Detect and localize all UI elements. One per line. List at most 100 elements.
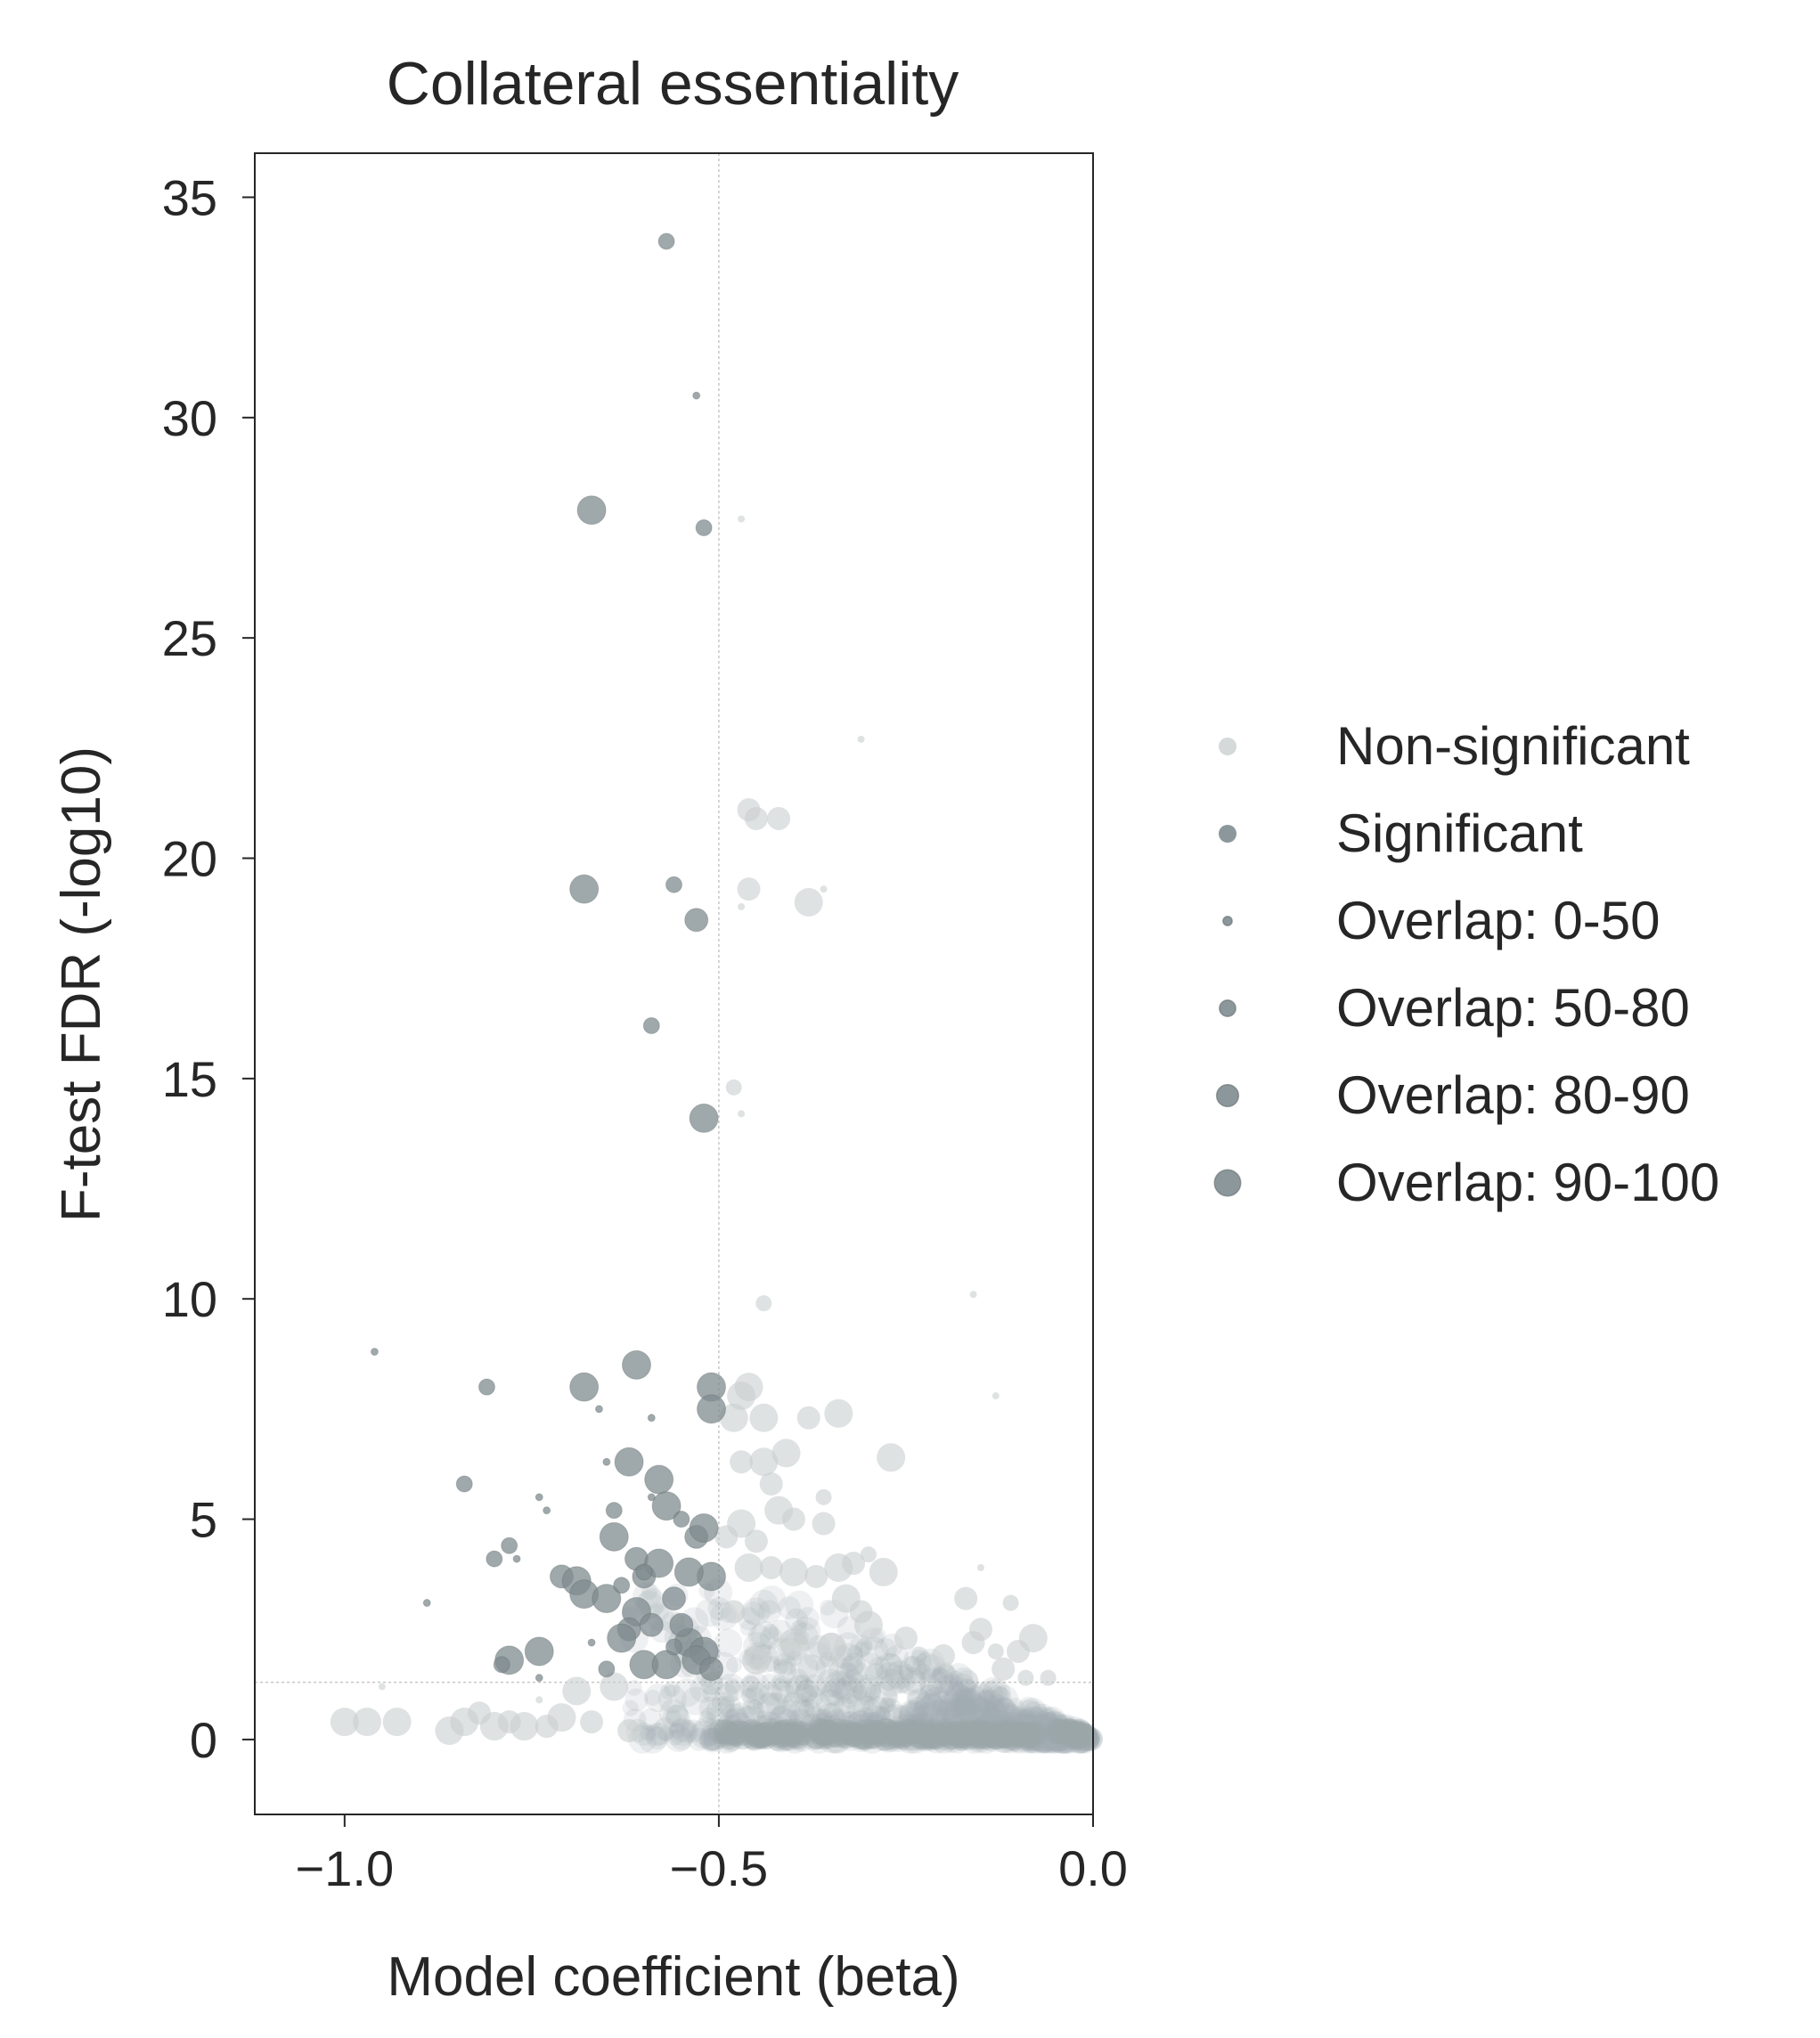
background-point — [950, 1667, 979, 1697]
background-point — [1041, 1721, 1071, 1750]
background-point — [1038, 1724, 1067, 1754]
background-point — [1069, 1725, 1086, 1742]
background-point — [1002, 1716, 1019, 1733]
background-point — [1030, 1724, 1047, 1741]
background-point — [950, 1694, 974, 1718]
background-point — [932, 1667, 949, 1683]
background-point — [847, 1692, 871, 1716]
background-point — [999, 1722, 1028, 1751]
data-point — [816, 1633, 845, 1662]
background-point — [875, 1662, 904, 1692]
background-point — [1044, 1727, 1068, 1751]
background-point — [1046, 1719, 1072, 1745]
background-point — [781, 1722, 807, 1748]
background-point — [848, 1718, 872, 1742]
data-point — [657, 232, 675, 250]
data-point — [894, 1626, 918, 1651]
background-point — [949, 1727, 973, 1751]
background-point — [1041, 1712, 1070, 1741]
background-point — [847, 1724, 873, 1750]
background-point — [902, 1727, 926, 1751]
background-point — [1065, 1723, 1091, 1749]
background-point — [952, 1720, 978, 1746]
background-point — [955, 1721, 984, 1750]
background-point — [910, 1719, 936, 1745]
background-point — [980, 1721, 1009, 1750]
background-point — [858, 1727, 875, 1744]
background-point — [854, 1652, 884, 1682]
background-point — [877, 1667, 906, 1697]
background-point — [815, 1725, 832, 1742]
background-point — [845, 1690, 875, 1719]
background-point — [771, 1722, 797, 1748]
background-point — [899, 1727, 923, 1751]
x-tick-label: −1.0 — [296, 1840, 395, 1896]
background-point — [952, 1697, 969, 1714]
background-point — [811, 1716, 840, 1745]
background-point — [945, 1730, 962, 1747]
background-point — [967, 1731, 984, 1748]
background-point — [966, 1694, 990, 1718]
background-point — [970, 1719, 1000, 1749]
background-point — [1065, 1724, 1095, 1754]
background-point — [741, 1721, 767, 1747]
background-point — [948, 1673, 977, 1702]
background-point — [1068, 1722, 1094, 1748]
background-point — [1018, 1714, 1042, 1738]
background-point — [943, 1705, 960, 1722]
background-point — [1045, 1724, 1074, 1754]
background-point — [925, 1708, 949, 1732]
background-point — [1069, 1731, 1086, 1748]
background-point — [918, 1684, 942, 1708]
background-point — [953, 1727, 970, 1744]
background-point — [966, 1730, 983, 1747]
background-point — [753, 1731, 770, 1748]
background-point — [740, 1687, 757, 1704]
background-point — [992, 1724, 1008, 1741]
background-point — [720, 1727, 737, 1744]
background-point — [959, 1723, 984, 1749]
background-point — [1037, 1724, 1066, 1753]
background-point — [886, 1722, 911, 1748]
background-point — [1079, 1731, 1096, 1748]
background-point — [862, 1704, 886, 1728]
background-point — [664, 1724, 693, 1753]
background-point — [897, 1718, 923, 1744]
data-point — [378, 1683, 386, 1691]
background-point — [785, 1678, 802, 1695]
background-point — [943, 1731, 959, 1748]
background-point — [800, 1684, 824, 1708]
background-point — [798, 1700, 815, 1717]
background-point — [729, 1720, 755, 1746]
background-point — [996, 1720, 1025, 1749]
background-point — [1000, 1718, 1030, 1748]
background-point — [1042, 1717, 1072, 1747]
background-point — [695, 1598, 724, 1627]
background-point — [1012, 1717, 1041, 1747]
background-point — [846, 1715, 876, 1744]
background-point — [889, 1724, 915, 1750]
data-point — [749, 1403, 779, 1432]
background-point — [1042, 1724, 1072, 1753]
background-point — [945, 1722, 969, 1746]
background-point — [972, 1696, 989, 1713]
background-point — [1065, 1731, 1082, 1748]
background-point — [1018, 1709, 1035, 1726]
data-point — [741, 1645, 771, 1675]
background-point — [864, 1683, 881, 1700]
background-point — [822, 1677, 852, 1707]
data-point — [857, 735, 865, 743]
background-point — [742, 1719, 771, 1749]
background-point — [934, 1720, 959, 1744]
background-point — [943, 1683, 973, 1712]
background-point — [1021, 1727, 1045, 1751]
background-point — [922, 1724, 951, 1754]
background-point — [934, 1722, 959, 1748]
background-point — [870, 1731, 887, 1748]
background-point — [851, 1724, 877, 1750]
data-point — [535, 1696, 543, 1704]
background-point — [808, 1718, 834, 1744]
background-point — [851, 1683, 868, 1700]
background-point — [983, 1724, 1009, 1750]
background-point — [1008, 1722, 1034, 1748]
